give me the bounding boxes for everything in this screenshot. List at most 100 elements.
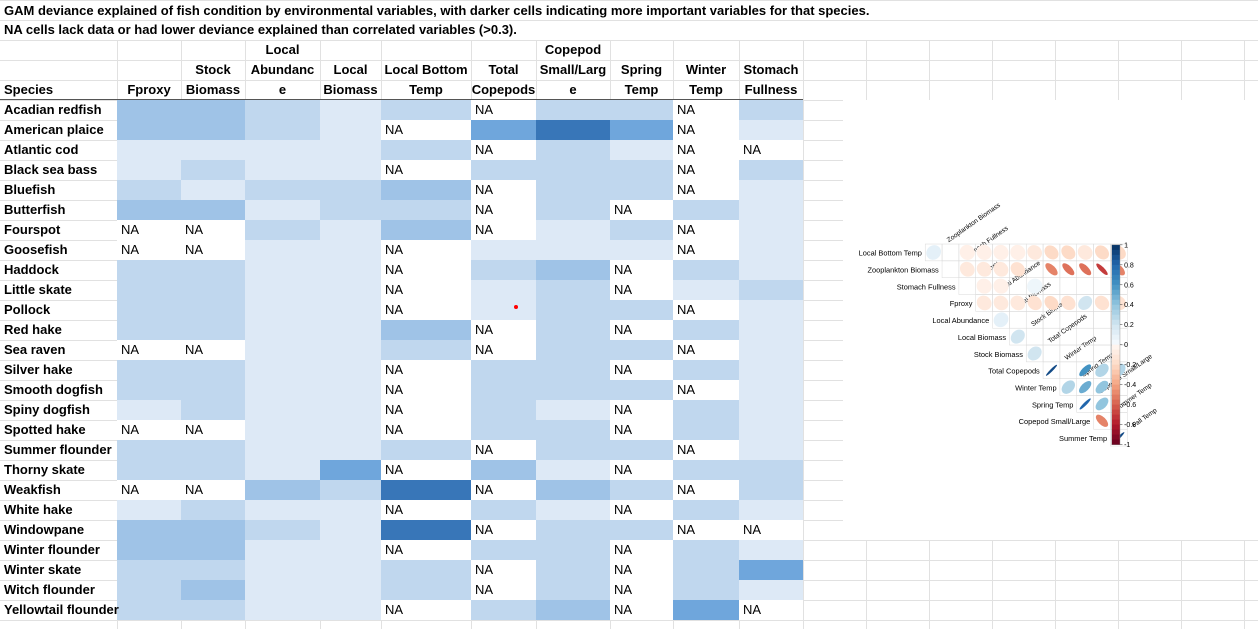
heatmap-cell[interactable] bbox=[181, 180, 245, 200]
na-cell[interactable]: NA bbox=[610, 600, 673, 620]
heatmap-cell[interactable] bbox=[181, 540, 245, 560]
na-cell[interactable]: NA bbox=[673, 440, 739, 460]
heatmap-cell[interactable] bbox=[117, 300, 181, 320]
na-cell[interactable]: NA bbox=[673, 100, 739, 120]
heatmap-cell[interactable] bbox=[381, 520, 471, 540]
na-cell[interactable]: NA bbox=[673, 160, 739, 180]
heatmap-cell[interactable] bbox=[739, 480, 803, 500]
species-name[interactable]: Weakfish bbox=[4, 482, 61, 497]
heatmap-cell[interactable] bbox=[245, 440, 320, 460]
heatmap-cell[interactable] bbox=[610, 480, 673, 500]
heatmap-cell[interactable] bbox=[381, 480, 471, 500]
heatmap-cell[interactable] bbox=[536, 520, 610, 540]
species-name[interactable]: Fourspot bbox=[4, 222, 61, 237]
heatmap-cell[interactable] bbox=[320, 580, 381, 600]
species-name[interactable]: White hake bbox=[4, 502, 73, 517]
na-cell[interactable]: NA bbox=[381, 500, 471, 520]
na-cell[interactable]: NA bbox=[117, 420, 181, 440]
heatmap-cell[interactable] bbox=[471, 280, 536, 300]
na-cell[interactable]: NA bbox=[673, 340, 739, 360]
column-header[interactable]: Copepod bbox=[544, 42, 602, 57]
heatmap-cell[interactable] bbox=[117, 180, 181, 200]
species-name[interactable]: Winter flounder bbox=[4, 542, 100, 557]
heatmap-cell[interactable] bbox=[739, 100, 803, 120]
heatmap-cell[interactable] bbox=[536, 600, 610, 620]
heatmap-cell[interactable] bbox=[536, 220, 610, 240]
heatmap-cell[interactable] bbox=[181, 200, 245, 220]
na-cell[interactable]: NA bbox=[610, 260, 673, 280]
heatmap-cell[interactable] bbox=[471, 380, 536, 400]
heatmap-cell[interactable] bbox=[673, 500, 739, 520]
heatmap-cell[interactable] bbox=[320, 440, 381, 460]
species-name[interactable]: Thorny skate bbox=[4, 462, 85, 477]
heatmap-cell[interactable] bbox=[245, 160, 320, 180]
na-cell[interactable]: NA bbox=[673, 480, 739, 500]
na-cell[interactable]: NA bbox=[381, 380, 471, 400]
species-name[interactable]: Smooth dogfish bbox=[4, 382, 103, 397]
heatmap-cell[interactable] bbox=[117, 140, 181, 160]
species-name[interactable]: Red hake bbox=[4, 322, 62, 337]
na-cell[interactable]: NA bbox=[381, 400, 471, 420]
heatmap-cell[interactable] bbox=[610, 120, 673, 140]
na-cell[interactable]: NA bbox=[471, 440, 536, 460]
heatmap-cell[interactable] bbox=[181, 440, 245, 460]
species-name[interactable]: Black sea bass bbox=[4, 162, 98, 177]
heatmap-cell[interactable] bbox=[739, 580, 803, 600]
heatmap-cell[interactable] bbox=[245, 300, 320, 320]
heatmap-cell[interactable] bbox=[117, 440, 181, 460]
species-name[interactable]: Winter skate bbox=[4, 562, 82, 577]
na-cell[interactable]: NA bbox=[471, 220, 536, 240]
heatmap-cell[interactable] bbox=[536, 580, 610, 600]
heatmap-cell[interactable] bbox=[381, 580, 471, 600]
heatmap-cell[interactable] bbox=[536, 400, 610, 420]
heatmap-cell[interactable] bbox=[536, 180, 610, 200]
column-header[interactable]: Biomass bbox=[185, 82, 241, 97]
heatmap-cell[interactable] bbox=[536, 160, 610, 180]
na-cell[interactable]: NA bbox=[381, 300, 471, 320]
na-cell[interactable]: NA bbox=[673, 380, 739, 400]
heatmap-cell[interactable] bbox=[117, 600, 181, 620]
heatmap-cell[interactable] bbox=[739, 340, 803, 360]
heatmap-cell[interactable] bbox=[117, 460, 181, 480]
heatmap-cell[interactable] bbox=[739, 460, 803, 480]
heatmap-cell[interactable] bbox=[536, 320, 610, 340]
heatmap-cell[interactable] bbox=[610, 220, 673, 240]
heatmap-cell[interactable] bbox=[471, 540, 536, 560]
heatmap-cell[interactable] bbox=[471, 160, 536, 180]
heatmap-cell[interactable] bbox=[471, 260, 536, 280]
column-header[interactable]: Local bbox=[333, 62, 368, 77]
column-header[interactable]: Fullness bbox=[744, 82, 798, 97]
heatmap-cell[interactable] bbox=[471, 120, 536, 140]
heatmap-cell[interactable] bbox=[245, 140, 320, 160]
heatmap-cell[interactable] bbox=[181, 380, 245, 400]
heatmap-cell[interactable] bbox=[117, 580, 181, 600]
na-cell[interactable]: NA bbox=[471, 100, 536, 120]
heatmap-cell[interactable] bbox=[320, 460, 381, 480]
heatmap-cell[interactable] bbox=[245, 100, 320, 120]
species-name[interactable]: Witch flounder bbox=[4, 582, 95, 597]
species-name[interactable]: Goosefish bbox=[4, 242, 68, 257]
heatmap-cell[interactable] bbox=[471, 600, 536, 620]
na-cell[interactable]: NA bbox=[610, 560, 673, 580]
heatmap-cell[interactable] bbox=[673, 200, 739, 220]
heatmap-cell[interactable] bbox=[536, 420, 610, 440]
heatmap-cell[interactable] bbox=[536, 200, 610, 220]
heatmap-cell[interactable] bbox=[245, 180, 320, 200]
na-cell[interactable]: NA bbox=[471, 480, 536, 500]
column-header[interactable]: Total bbox=[488, 62, 519, 77]
heatmap-cell[interactable] bbox=[536, 380, 610, 400]
heatmap-cell[interactable] bbox=[181, 560, 245, 580]
heatmap-cell[interactable] bbox=[381, 340, 471, 360]
heatmap-cell[interactable] bbox=[117, 320, 181, 340]
heatmap-cell[interactable] bbox=[471, 360, 536, 380]
heatmap-cell[interactable] bbox=[536, 100, 610, 120]
heatmap-cell[interactable] bbox=[673, 360, 739, 380]
na-cell[interactable]: NA bbox=[610, 200, 673, 220]
heatmap-cell[interactable] bbox=[245, 360, 320, 380]
heatmap-cell[interactable] bbox=[471, 420, 536, 440]
heatmap-cell[interactable] bbox=[610, 380, 673, 400]
heatmap-cell[interactable] bbox=[536, 540, 610, 560]
heatmap-cell[interactable] bbox=[739, 360, 803, 380]
heatmap-cell[interactable] bbox=[471, 460, 536, 480]
